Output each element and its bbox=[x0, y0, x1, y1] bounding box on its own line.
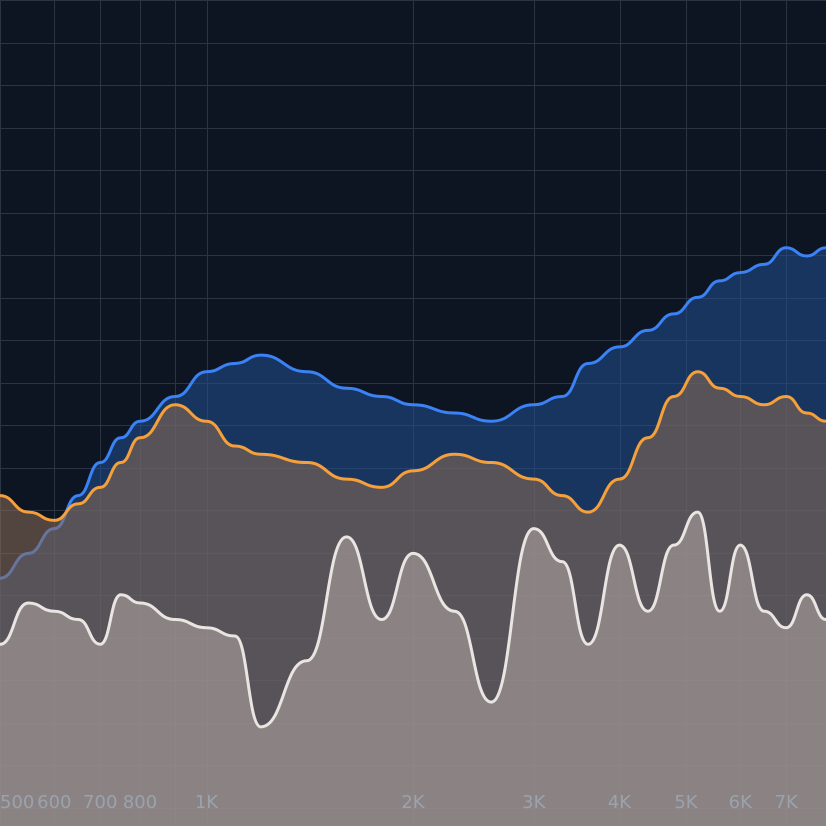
series-3-area bbox=[0, 512, 826, 826]
x-tick-label: 500 bbox=[0, 792, 34, 813]
series-2-line bbox=[0, 370, 826, 522]
x-tick-label: 1K bbox=[195, 792, 219, 813]
x-tick-label: 5K bbox=[674, 792, 698, 813]
x-tick-label: 3K bbox=[522, 792, 546, 813]
x-tick-label: 800 bbox=[123, 792, 157, 813]
x-tick-label: 2K bbox=[401, 792, 425, 813]
x-axis-tick-labels: 500 600 700 800 1K 2K 3K 4K 5K 6K 7K bbox=[0, 792, 799, 813]
x-tick-label: 700 bbox=[83, 792, 117, 813]
x-tick-label: 600 bbox=[37, 792, 71, 813]
x-tick-label: 7K bbox=[775, 792, 799, 813]
x-tick-label: 6K bbox=[729, 792, 753, 813]
series-layer bbox=[0, 246, 826, 826]
series-3-line bbox=[0, 510, 826, 729]
x-tick-label: 4K bbox=[608, 792, 632, 813]
series-1-line bbox=[0, 246, 826, 580]
